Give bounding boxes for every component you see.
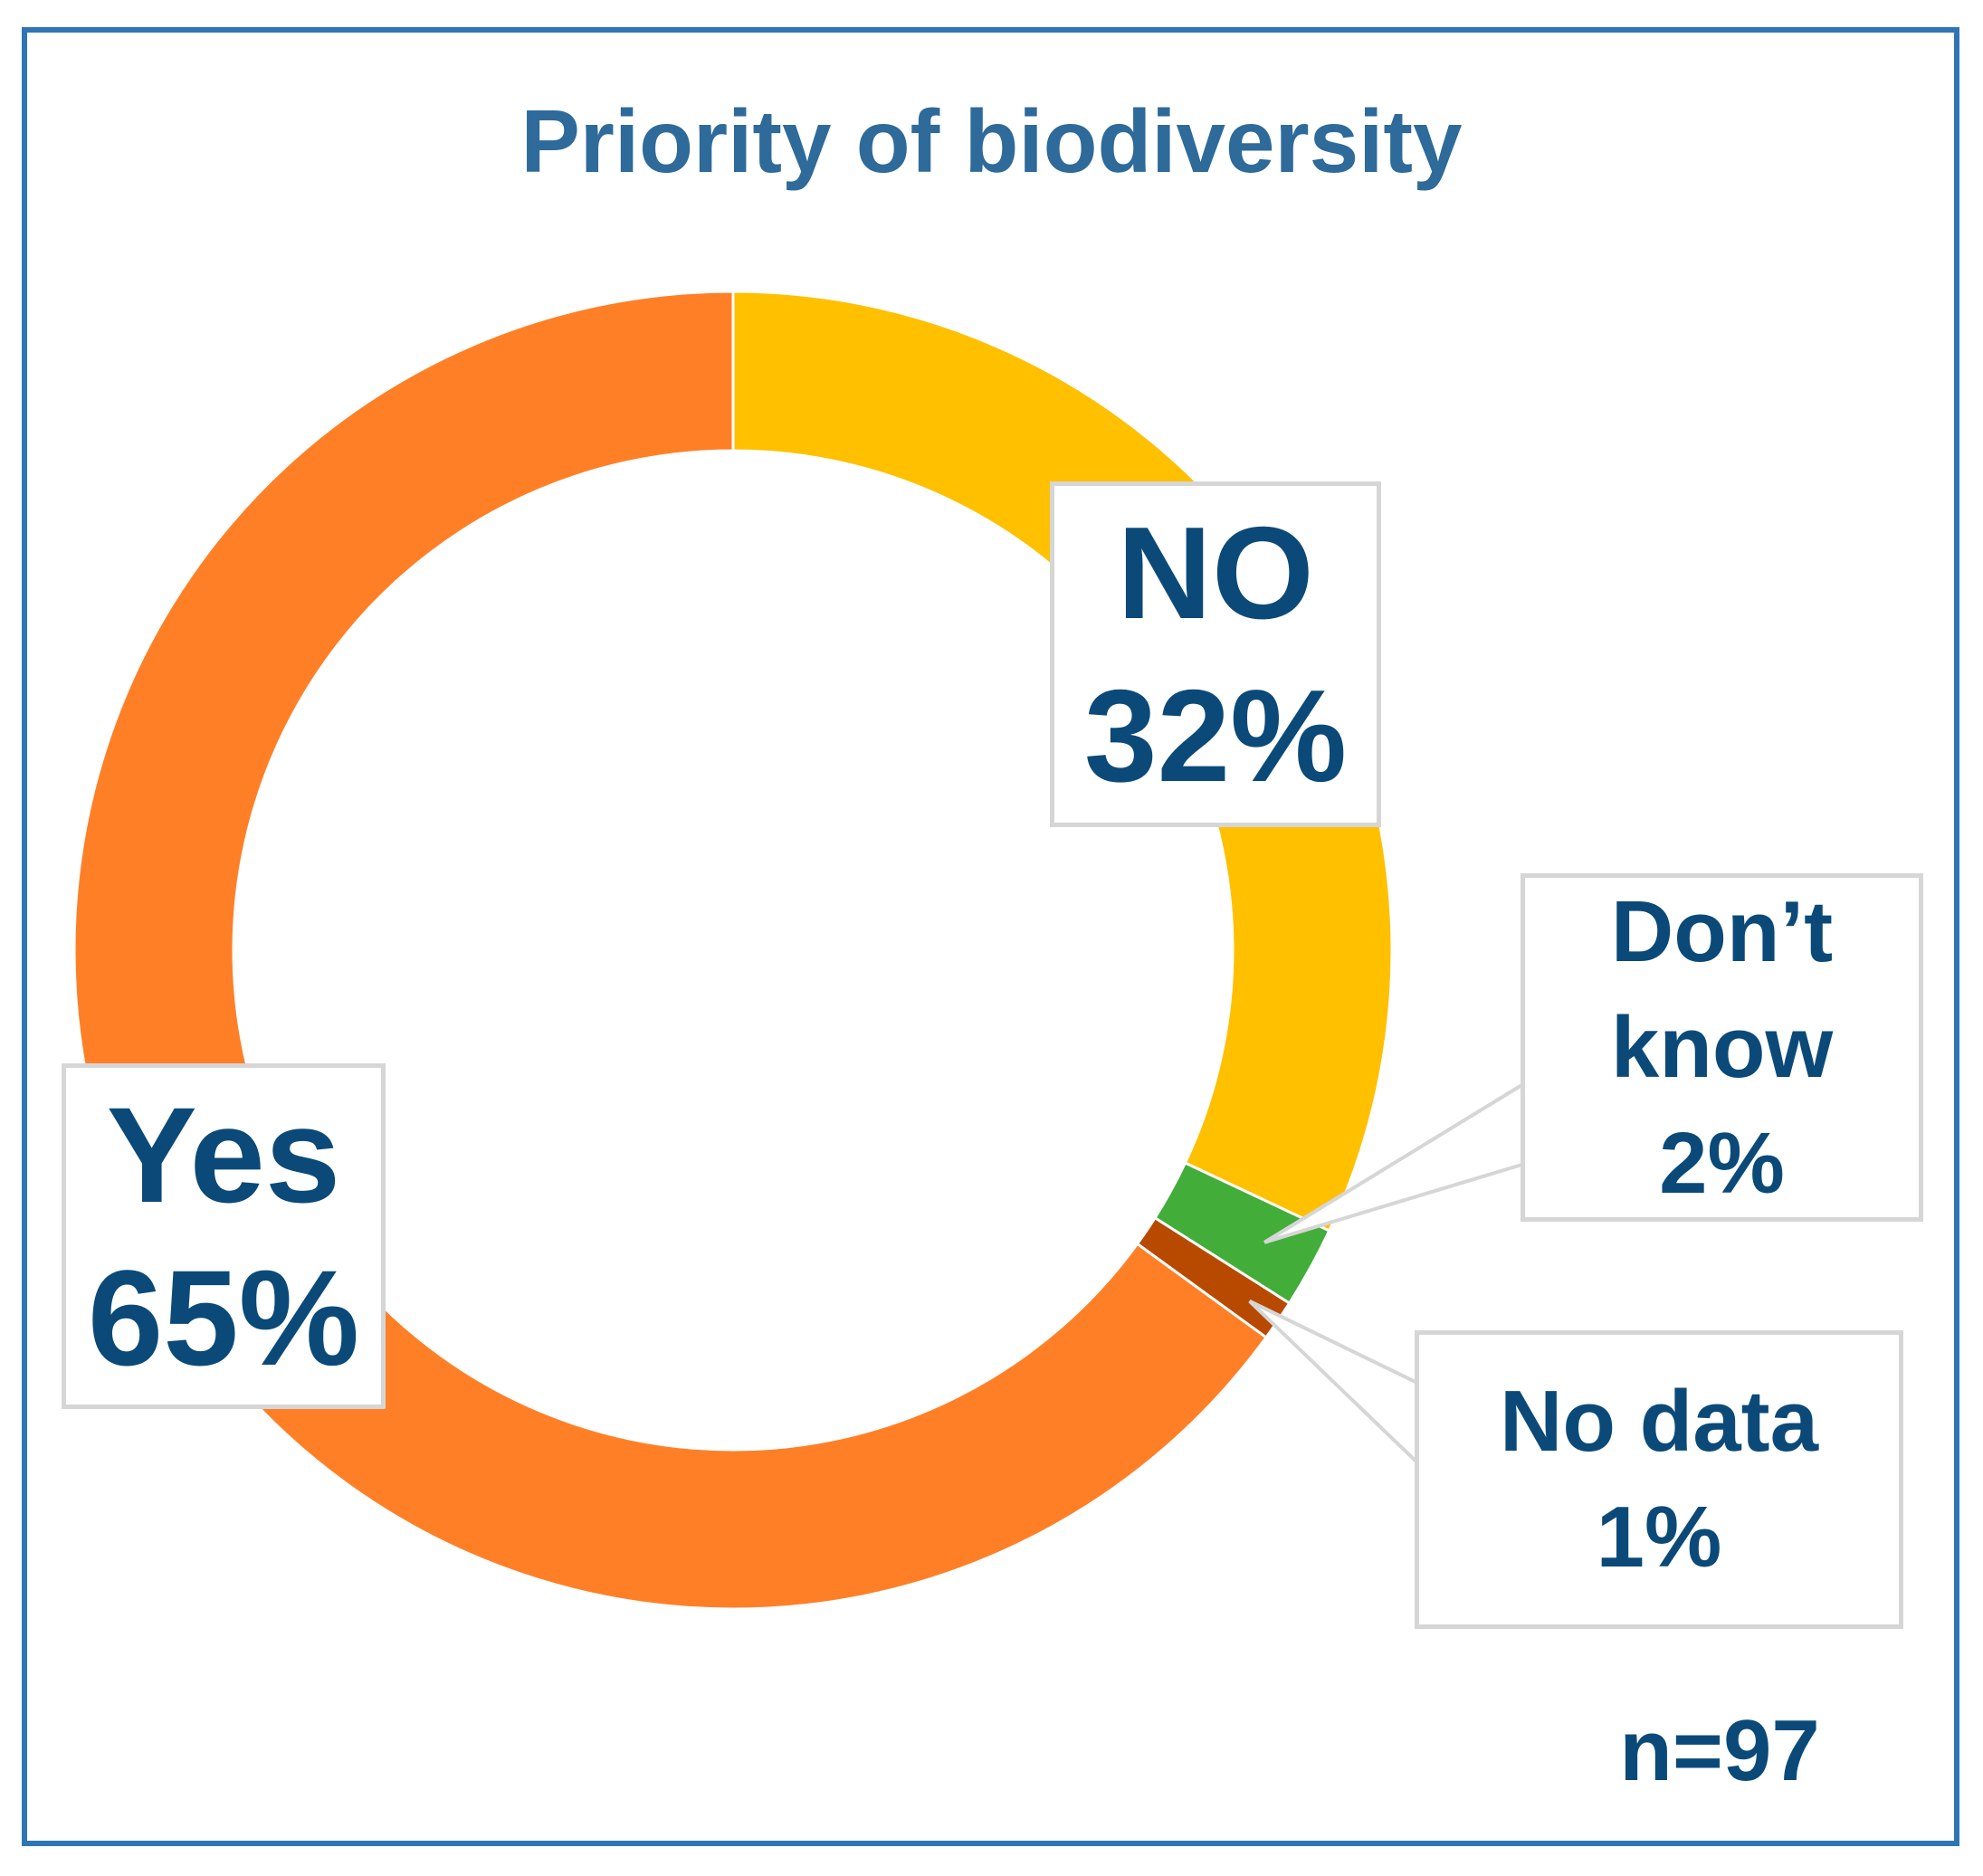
sample-size-label: n=97 — [1619, 1702, 1820, 1799]
label-dont-know: Don’t know 2% — [1521, 873, 1923, 1222]
slice-yes — [72, 290, 1269, 1611]
label-no-data: No data 1% — [1415, 1330, 1903, 1629]
chart-title: Priority of biodiversity — [520, 91, 1463, 191]
label-no-name: NO — [1117, 500, 1314, 646]
label-dont-know-percent: 2% — [1659, 1114, 1785, 1212]
leader-no-data — [1248, 1300, 1423, 1471]
label-dont-know-line1: Don’t — [1610, 882, 1834, 980]
label-yes-percent: 65% — [87, 1242, 360, 1394]
label-dont-know-line2: know — [1610, 998, 1834, 1096]
label-yes-name: Yes — [106, 1079, 341, 1231]
label-no-percent: 32% — [1083, 662, 1348, 809]
label-no-data-percent: 1% — [1596, 1489, 1722, 1586]
label-no-data-name: No data — [1499, 1373, 1819, 1470]
label-yes: Yes 65% — [62, 1063, 386, 1409]
label-no: NO 32% — [1050, 481, 1381, 827]
